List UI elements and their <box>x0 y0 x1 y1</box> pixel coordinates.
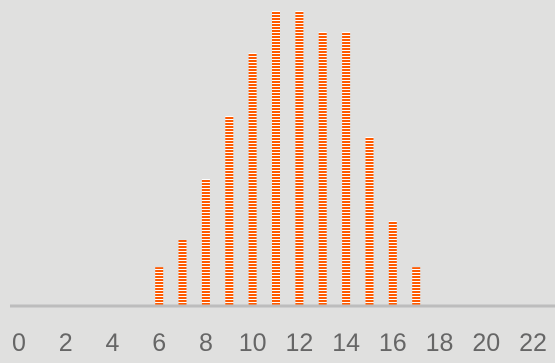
bar-16 <box>388 221 397 305</box>
x-tick-label-14: 14 <box>332 329 360 357</box>
bars-group <box>155 11 421 305</box>
bar-10 <box>248 53 257 305</box>
x-tick-labels: 0 2 4 6 8 10 12 14 16 18 20 22 <box>12 329 547 357</box>
bar-12 <box>295 11 304 305</box>
x-tick-label-2: 2 <box>59 329 73 357</box>
x-tick-label-8: 8 <box>199 329 213 357</box>
bar-17 <box>412 267 421 305</box>
bar-9 <box>225 116 234 305</box>
x-tick-label-22: 22 <box>519 329 547 357</box>
bar-8 <box>201 179 210 305</box>
x-tick-label-4: 4 <box>106 329 120 357</box>
x-tick-label-18: 18 <box>426 329 454 357</box>
bar-13 <box>318 32 327 305</box>
bar-14 <box>342 32 351 305</box>
bar-11 <box>272 11 280 305</box>
bar-6 <box>155 267 164 305</box>
x-tick-label-12: 12 <box>285 329 313 357</box>
x-tick-label-0: 0 <box>12 329 26 357</box>
x-tick-label-16: 16 <box>379 329 407 357</box>
x-tick-label-10: 10 <box>239 329 267 357</box>
bar-15 <box>365 137 374 305</box>
x-tick-label-6: 6 <box>152 329 166 357</box>
x-tick-label-20: 20 <box>472 329 500 357</box>
bar-7 <box>178 239 187 305</box>
